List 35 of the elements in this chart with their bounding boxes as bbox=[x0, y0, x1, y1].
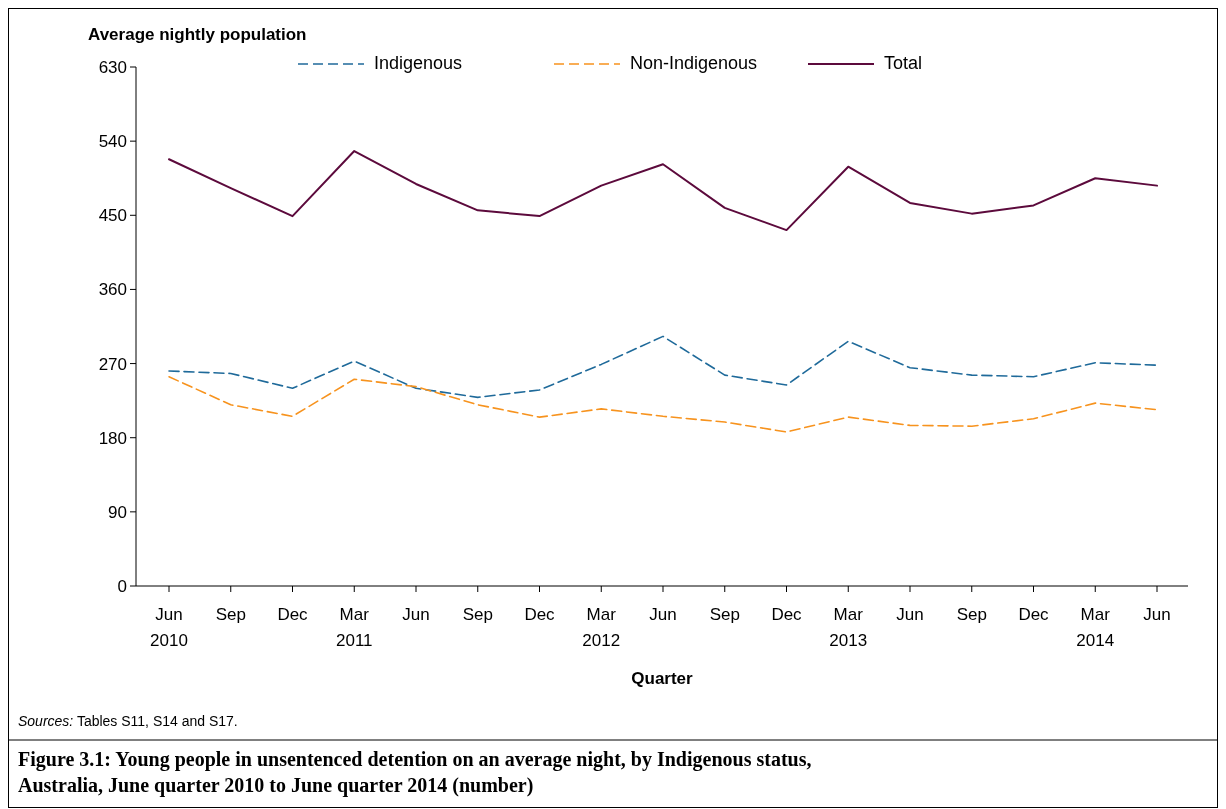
y-tick-label: 270 bbox=[98, 354, 127, 374]
x-tick-label: Jun 2010 bbox=[150, 605, 188, 650]
legend-label: Total bbox=[884, 53, 923, 73]
x-tick-label: Mar 2013 bbox=[829, 605, 868, 650]
legend-label: Indigenous bbox=[374, 53, 463, 73]
x-tick-label: Dec bbox=[277, 605, 309, 624]
x-tick-label: Mar 2012 bbox=[582, 605, 621, 650]
x-tick-label: Mar 2014 bbox=[1076, 605, 1115, 650]
y-tick-label: 180 bbox=[98, 428, 127, 448]
x-tick-label: Dec bbox=[771, 605, 803, 624]
line-series bbox=[168, 150, 1158, 232]
source-note: Sources: Tables S11, S14 and S17. bbox=[18, 713, 238, 729]
y-tick-label: 450 bbox=[98, 206, 127, 226]
y-axis-title: Average nightly population bbox=[88, 25, 307, 44]
x-tick-label: Sep bbox=[215, 605, 246, 624]
y-tick-label: 360 bbox=[98, 280, 127, 300]
x-axis-title: Quarter bbox=[631, 669, 694, 688]
text: Figure 3.1: Young people in unsentenced detention on an average night, by Indigenous status, Australia, June quarter 2010 to June quarter 2014 (number) bbox=[18, 748, 812, 797]
x-tick-label: Jun bbox=[1143, 605, 1171, 624]
x-tick-label: Sep bbox=[709, 605, 740, 624]
line-series bbox=[168, 335, 1158, 399]
x-tick-label: Jun bbox=[649, 605, 677, 624]
x-tick-label: Sep bbox=[956, 605, 987, 624]
line-series bbox=[168, 375, 1158, 433]
x-tick-label: Jun bbox=[896, 605, 924, 624]
x-tick-label: Jun bbox=[402, 605, 430, 624]
y-tick-label: 0 bbox=[117, 576, 127, 596]
legend-label: Non-Indigenous bbox=[630, 53, 758, 73]
y-tick-label: 540 bbox=[98, 132, 127, 152]
y-tick-label: 90 bbox=[108, 502, 127, 522]
y-tick-label: 630 bbox=[98, 57, 127, 77]
x-tick-label: Dec bbox=[1018, 605, 1050, 624]
x-tick-label: Dec bbox=[524, 605, 556, 624]
x-tick-label: Mar 2011 bbox=[335, 605, 373, 650]
x-tick-label: Sep bbox=[462, 605, 493, 624]
